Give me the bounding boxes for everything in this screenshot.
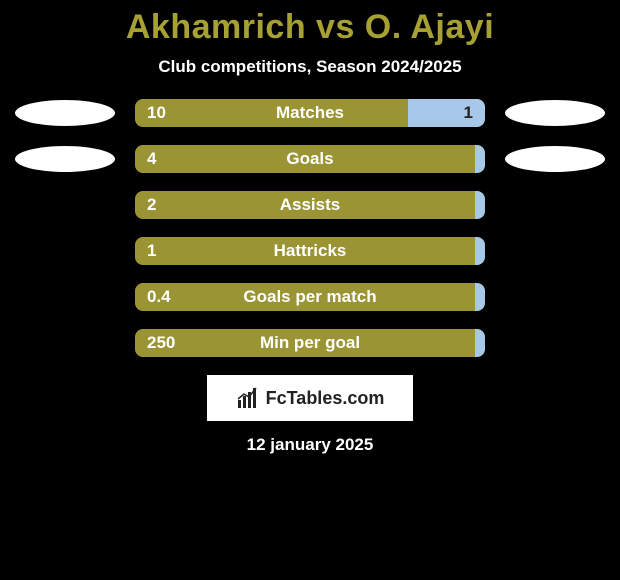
stat-row: 0.4Goals per match bbox=[0, 283, 620, 311]
stat-value-left: 10 bbox=[147, 99, 166, 127]
stat-bar-right-segment bbox=[475, 191, 486, 219]
flag-left bbox=[15, 146, 115, 172]
flag-right bbox=[505, 146, 605, 172]
flag-right bbox=[505, 100, 605, 126]
stat-row: 10Matches1 bbox=[0, 99, 620, 127]
stat-bar: 2Assists bbox=[135, 191, 485, 219]
stat-rows: 10Matches14Goals2Assists1Hattricks0.4Goa… bbox=[0, 99, 620, 357]
stat-row: 250Min per goal bbox=[0, 329, 620, 357]
subtitle: Club competitions, Season 2024/2025 bbox=[158, 57, 461, 77]
stat-value-left: 250 bbox=[147, 329, 175, 357]
stat-bar: 1Hattricks bbox=[135, 237, 485, 265]
comparison-card: Akhamrich vs O. Ajayi Club competitions,… bbox=[0, 0, 620, 455]
stat-label: Assists bbox=[135, 191, 485, 219]
stat-label: Goals bbox=[135, 145, 485, 173]
stat-label: Goals per match bbox=[135, 283, 485, 311]
stat-bar: 0.4Goals per match bbox=[135, 283, 485, 311]
chart-icon bbox=[236, 386, 260, 410]
stat-bar-right-segment bbox=[475, 237, 486, 265]
stat-bar-right-segment bbox=[475, 145, 486, 173]
stat-bar-right-segment bbox=[408, 99, 485, 127]
flag-left bbox=[15, 100, 115, 126]
date-label: 12 january 2025 bbox=[247, 435, 374, 455]
stat-value-left: 1 bbox=[147, 237, 156, 265]
stat-bar: 4Goals bbox=[135, 145, 485, 173]
logo-text: FcTables.com bbox=[266, 388, 385, 409]
stat-row: 2Assists bbox=[0, 191, 620, 219]
stat-label: Min per goal bbox=[135, 329, 485, 357]
stat-value-left: 0.4 bbox=[147, 283, 171, 311]
stat-row: 1Hattricks bbox=[0, 237, 620, 265]
stat-label: Hattricks bbox=[135, 237, 485, 265]
stat-value-right: 1 bbox=[464, 99, 473, 127]
page-title: Akhamrich vs O. Ajayi bbox=[126, 8, 494, 47]
stat-row: 4Goals bbox=[0, 145, 620, 173]
fctables-logo: FcTables.com bbox=[207, 375, 413, 421]
stat-bar: 250Min per goal bbox=[135, 329, 485, 357]
stat-bar: 10Matches1 bbox=[135, 99, 485, 127]
stat-bar-right-segment bbox=[475, 329, 486, 357]
stat-value-left: 2 bbox=[147, 191, 156, 219]
stat-value-left: 4 bbox=[147, 145, 156, 173]
stat-bar-right-segment bbox=[475, 283, 486, 311]
